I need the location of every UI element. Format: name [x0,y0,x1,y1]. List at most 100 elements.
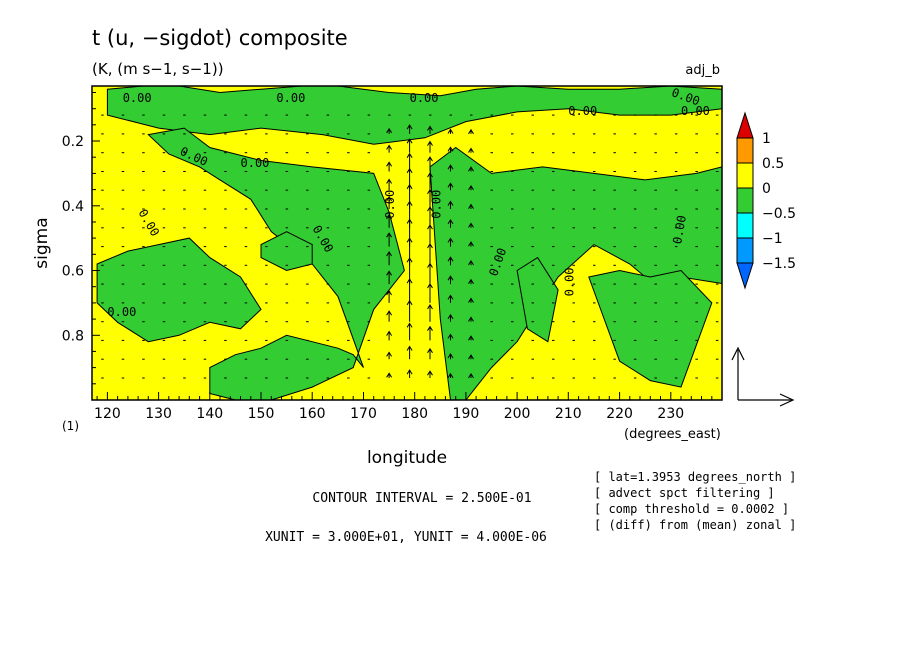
x-tick-label: 140 [196,406,223,422]
y-axis-label: sigma [32,217,52,268]
x-axis-label: longitude [367,448,447,468]
wind-vector [468,166,474,172]
reference-vector [731,346,795,407]
wind-vector [468,147,474,153]
wind-vector [406,369,413,378]
wind-vector [406,124,413,134]
unit-text: XUNIT = 3.000E+01, YUNIT = 4.000E-06 [265,530,547,545]
x-tick-label: 130 [145,406,172,422]
x-axis: 120 130 140 150 160 170 180 190 200 210 220 230 [94,392,723,422]
wind-vector [468,335,474,341]
wind-vector [427,325,433,341]
note-line-2: [ advect spct filtering ] [594,486,775,500]
wind-vector [427,347,433,360]
wind-vector [386,178,393,191]
wind-vector [427,224,433,247]
negative-regions [96,86,722,400]
x-tick-label: 150 [248,406,275,422]
y-tick-label: 0.6 [62,264,84,280]
wind-vector [427,172,433,191]
wind-vector [468,128,474,135]
wind-vector [468,259,474,266]
x-tick-label: 160 [299,406,326,422]
x-tick-label: 170 [350,406,377,422]
wind-vector [447,275,454,285]
negative-region-6 [516,256,559,343]
colorbar-segment [736,137,754,164]
contour-label: 0.00 [107,305,136,319]
wind-vector [468,316,474,322]
wind-vector [427,140,433,153]
wind-vector [386,144,393,153]
wind-vector [468,297,474,303]
wind-vector [427,283,433,303]
chart-title: t (u, −sigdot) composite [92,26,348,50]
wind-vector [386,232,393,247]
colorbar-segment [736,212,754,239]
wind-vector [447,237,454,247]
colorbar-segment [736,187,754,214]
colorbar-label: −1 [762,231,783,247]
contour-label: 0.00 [681,104,710,118]
wind-vector [468,278,474,285]
contour-label: 0.00 [429,190,443,219]
wind-vector [447,353,454,360]
colorbar-cap-bottom [736,262,754,290]
wind-vector [386,310,393,322]
run-label: adj_b [685,63,720,78]
chart-units: (K, (m s−1, s−1)) [92,60,224,78]
contour-label: 0.00 [568,104,597,118]
colorbar-label: 0.5 [762,156,784,172]
colorbar-label: −1.5 [762,256,796,272]
negative-region-4 [96,237,262,343]
plot-area [92,86,722,400]
wind-vector [406,345,413,360]
colorbar-cap-top [736,111,754,139]
x-tick-label: 230 [657,406,684,422]
wind-vector [386,290,393,303]
wind-vector [406,299,413,322]
wind-vector [386,251,393,266]
x-tick-label: 200 [504,406,531,422]
wind-vector [427,188,433,209]
x-tick-label: 210 [555,406,582,422]
wind-vector [406,278,413,303]
wind-vector [447,333,454,341]
wind-vector [447,164,454,172]
contour-label: 0.00 [563,267,577,296]
colorbar-segment [736,237,754,264]
wind-vector [447,372,454,379]
colorbar-label: 1 [762,131,771,147]
wind-vector [427,262,433,285]
wind-vector-field [101,114,719,379]
wind-vector [447,200,454,209]
wind-vector [386,127,393,134]
contour-label: 0.00 [276,91,305,105]
negative-region-1 [106,86,722,145]
contour-label: 0.00 [383,190,397,219]
wind-vector [447,146,454,153]
x-tick-label: 190 [453,406,480,422]
y-axis: 0.2 0.4 0.6 0.8 [62,92,100,385]
y-tick-label: 0.8 [62,328,84,344]
wind-vector [468,372,474,379]
wind-vector [406,138,413,153]
wind-vector [427,125,433,134]
contour-label: 0.00 [670,214,689,245]
wind-vector [386,213,393,228]
x-tick-label: 180 [401,406,428,422]
index-label: (1) [62,419,79,433]
wind-vector [447,313,454,322]
plot-frame [91,85,723,401]
colorbar-segment [736,162,754,189]
wind-vector [427,304,433,322]
wind-vector [386,372,393,378]
wind-vector [468,222,474,228]
negative-region-5 [260,231,313,272]
wind-vector [386,330,393,341]
wind-vector [427,243,433,266]
wind-vector [427,156,433,172]
contour-label: 0.00 [241,156,270,170]
wind-vector [468,354,474,360]
